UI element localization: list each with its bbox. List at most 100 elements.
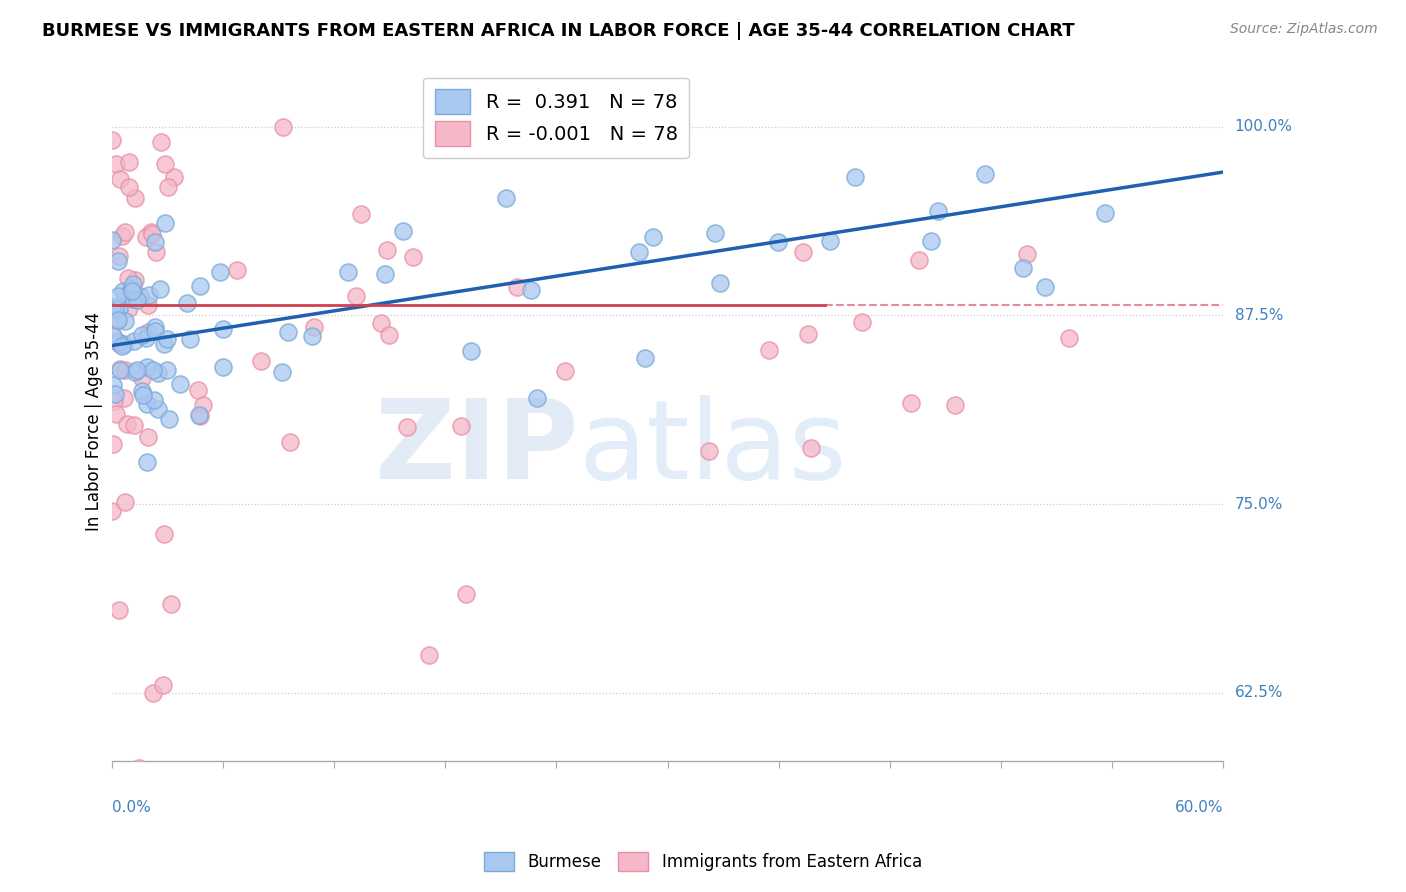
Point (136, 455, 159, 469)
Point (974, 167, 997, 181)
Point (100, 313, 122, 327)
Point (146, 366, 169, 380)
Point (418, 648, 440, 662)
Point (101, 436, 124, 450)
Point (128, 289, 150, 303)
Text: 100.0%: 100.0% (1234, 120, 1292, 134)
Text: 62.5%: 62.5% (1234, 685, 1284, 700)
Point (118, 180, 141, 194)
Point (122, 334, 145, 348)
Point (378, 328, 401, 343)
Text: Source: ZipAtlas.com: Source: ZipAtlas.com (1230, 22, 1378, 37)
Point (179, 333, 201, 347)
Point (818, 234, 841, 248)
Point (851, 315, 873, 329)
Point (125, 362, 148, 376)
Point (907, 252, 929, 267)
Point (136, 359, 159, 374)
Point (392, 224, 415, 238)
Point (374, 267, 396, 281)
Point (105, 313, 128, 327)
Point (146, 401, 169, 416)
Point (554, 364, 576, 378)
Point (153, 157, 176, 171)
Point (124, 191, 146, 205)
Point (112, 391, 135, 405)
Point (121, 284, 143, 298)
Point (136, 325, 159, 339)
Point (117, 417, 139, 431)
Point (450, 419, 472, 434)
Point (1057, 331, 1080, 345)
Point (114, 225, 136, 239)
Text: 75.0%: 75.0% (1234, 497, 1282, 512)
Point (111, 339, 134, 353)
Point (121, 292, 143, 306)
Point (703, 226, 725, 240)
Point (271, 120, 294, 134)
Text: BURMESE VS IMMIGRANTS FROM EASTERN AFRICA IN LABOR FORCE | AGE 35-44 CORRELATION: BURMESE VS IMMIGRANTS FROM EASTERN AFRIC… (42, 22, 1074, 40)
Point (103, 377, 125, 392)
Point (117, 271, 139, 285)
Point (131, 327, 153, 342)
Point (396, 419, 419, 434)
Text: 0.0%: 0.0% (111, 799, 150, 814)
Point (108, 301, 131, 316)
Point (226, 262, 249, 277)
Point (495, 191, 517, 205)
Text: 60.0%: 60.0% (1175, 799, 1223, 814)
Y-axis label: In Labor Force | Age 35-44: In Labor Force | Age 35-44 (86, 311, 103, 531)
Point (157, 412, 180, 426)
Point (191, 398, 214, 412)
Point (136, 430, 159, 444)
Point (900, 396, 922, 410)
Point (107, 335, 129, 350)
Point (370, 316, 392, 330)
Point (114, 495, 136, 509)
Point (302, 319, 325, 334)
Point (697, 444, 720, 458)
Point (758, 343, 780, 358)
Point (456, 587, 478, 601)
Point (155, 216, 177, 230)
Point (709, 276, 731, 290)
Point (1017, 247, 1039, 261)
Point (135, 330, 157, 344)
Point (792, 245, 814, 260)
Point (142, 363, 165, 377)
Point (520, 284, 543, 298)
Point (104, 301, 127, 316)
Point (301, 328, 323, 343)
Point (163, 170, 186, 185)
Point (209, 265, 232, 279)
Point (927, 203, 949, 218)
Point (101, 326, 124, 341)
Point (141, 227, 163, 241)
Point (131, 384, 153, 399)
Point (111, 228, 134, 243)
Legend: Burmese, Immigrants from Eastern Africa: Burmese, Immigrants from Eastern Africa (475, 843, 931, 880)
Point (143, 324, 166, 338)
Point (112, 337, 135, 351)
Point (128, 761, 150, 775)
Point (277, 326, 299, 340)
Point (101, 328, 124, 343)
Point (114, 313, 136, 327)
Point (627, 244, 650, 259)
Legend: R =  0.391   N = 78, R = -0.001   N = 78: R = 0.391 N = 78, R = -0.001 N = 78 (423, 78, 689, 158)
Point (187, 383, 209, 397)
Point (138, 287, 160, 301)
Point (1094, 205, 1116, 219)
Point (107, 603, 129, 617)
Point (344, 289, 367, 303)
Point (212, 359, 235, 374)
Point (103, 393, 125, 408)
Point (114, 363, 136, 377)
Text: 87.5%: 87.5% (1234, 308, 1282, 323)
Point (132, 388, 155, 402)
Point (641, 230, 664, 244)
Point (107, 334, 129, 349)
Point (156, 363, 179, 377)
Point (160, 597, 183, 611)
Text: ZIP: ZIP (375, 395, 579, 501)
